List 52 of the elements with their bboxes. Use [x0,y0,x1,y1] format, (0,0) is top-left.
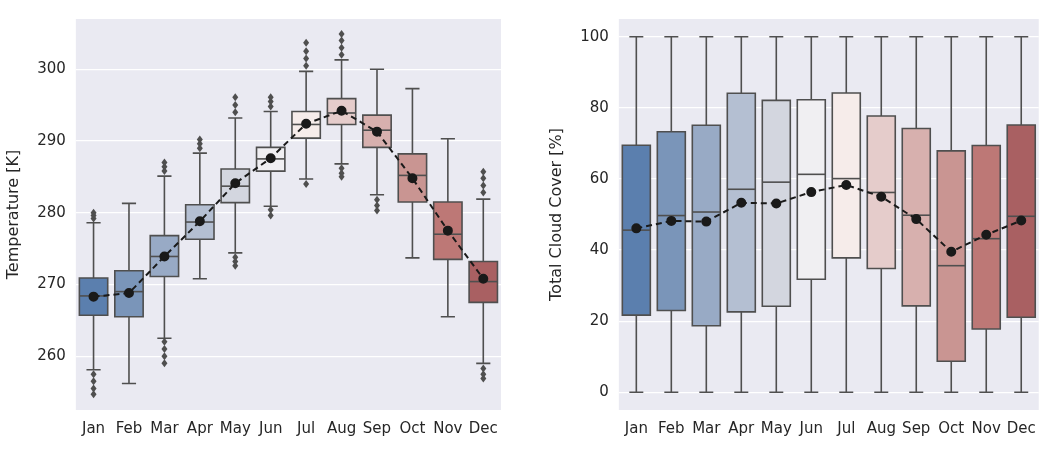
x-tick-label: Aug [326,418,357,437]
y-tick-label: 0 [599,382,609,401]
point [911,214,922,225]
x-tick-label: Jun [257,418,283,437]
x-tick-label: Sep [902,418,931,437]
point [407,173,418,184]
x-tick-label: Feb [658,418,685,437]
x-tick-label: Aug [866,418,896,437]
y-tick-label: 290 [37,130,66,149]
point [123,288,134,299]
point [1016,215,1027,226]
x-tick-label: Apr [728,418,756,437]
y-tick-label: 260 [37,346,66,365]
x-tick-label: May [760,418,792,437]
x-tick-label: Dec [1006,418,1036,437]
x-tick-label: Oct [938,418,965,437]
y-tick-label: 20 [589,311,609,330]
x-tick-label: Jul [836,418,856,437]
point [771,198,782,209]
x-tick-label: Nov [433,418,463,437]
point [981,229,992,240]
y-tick-label: 280 [37,202,66,221]
y-tick-label: 60 [589,168,609,187]
x-tick-label: Sep [362,418,392,437]
y-axis-title: Temperature [K] [2,149,22,281]
point [442,225,453,236]
point [736,197,747,208]
x-tick-label: Mar [692,418,722,437]
point [946,246,957,257]
y-axis-title: Total Cloud Cover [%] [545,128,565,302]
point [631,223,642,234]
y-tick-label: 80 [589,97,609,116]
x-tick-label: May [219,418,251,437]
y-tick-label: 100 [580,26,609,45]
x-tick-label: Jan [80,418,106,437]
x-tick-label: Mar [150,418,180,437]
x-tick-label: Dec [468,418,498,437]
x-tick-label: Nov [971,418,1001,437]
x-tick-label: Jul [296,418,316,437]
x-tick-label: Oct [399,418,426,437]
x-tick-label: Jun [798,418,823,437]
point [701,216,712,227]
point [876,191,887,202]
point [666,215,677,226]
point [806,187,817,198]
x-tick-label: Jan [623,418,648,437]
y-tick-label: 270 [37,274,66,293]
point [841,180,852,190]
y-tick-label: 300 [37,59,66,78]
x-tick-label: Apr [186,418,214,437]
x-tick-label: Feb [115,418,143,437]
y-tick-label: 40 [589,239,609,258]
